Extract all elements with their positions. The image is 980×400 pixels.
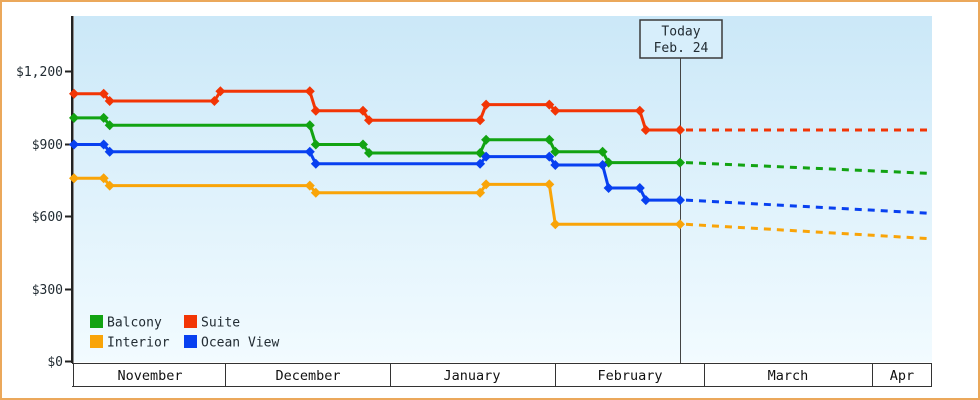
today-box-rect — [639, 19, 723, 59]
y-axis: $1,200 $900 $600 $300 $0 — [16, 16, 74, 370]
data-point-marker — [215, 86, 226, 97]
data-point-marker — [675, 157, 685, 168]
data-point-marker — [475, 158, 486, 169]
data-point-marker — [675, 125, 685, 135]
y-tick-label: $600 — [32, 210, 63, 225]
month-band — [72, 363, 932, 387]
data-point-marker — [364, 115, 374, 126]
data-point-marker — [544, 134, 555, 145]
today-label: Today — [661, 25, 700, 40]
legend-swatch-ocean-view — [184, 335, 197, 348]
data-point-marker — [69, 173, 79, 184]
data-point-marker — [304, 146, 315, 157]
data-point-marker — [481, 99, 492, 110]
data-point-marker — [364, 148, 374, 158]
month-label: December — [275, 368, 340, 384]
legend-label-interior: Interior — [107, 336, 170, 351]
data-point-marker — [69, 112, 79, 123]
data-point-marker — [481, 179, 492, 190]
data-point-marker — [98, 112, 109, 123]
month-label: Apr — [890, 368, 914, 384]
price-line — [74, 89, 680, 132]
data-point-marker — [304, 180, 315, 191]
today-date-label: Feb. 24 — [654, 41, 709, 56]
forecast-line — [685, 198, 933, 215]
forecast-line — [685, 161, 933, 175]
today-box: Today Feb. 24 — [639, 19, 723, 59]
data-point-marker — [98, 139, 109, 150]
data-point-marker — [550, 219, 561, 230]
data-point-marker — [634, 105, 645, 116]
data-point-marker — [544, 151, 555, 162]
forecast-line — [685, 222, 933, 241]
data-point-marker — [358, 139, 368, 150]
data-point-marker — [104, 120, 115, 131]
data-point-marker — [104, 180, 115, 191]
data-point-marker — [310, 105, 321, 116]
month-label: March — [768, 368, 809, 384]
legend: Balcony Suite Interior Ocean View — [90, 315, 279, 351]
legend-swatch-balcony — [90, 315, 103, 328]
data-point-marker — [544, 179, 555, 190]
legend-swatch-suite — [184, 315, 197, 328]
data-point-marker — [475, 115, 486, 126]
price-line — [74, 116, 680, 165]
data-point-marker — [481, 151, 492, 162]
data-point-marker — [69, 139, 79, 150]
data-point-marker — [310, 158, 321, 169]
data-point-marker — [603, 183, 614, 193]
data-point-marker — [304, 86, 315, 97]
series-ocean-view — [69, 139, 933, 215]
data-point-marker — [675, 219, 685, 230]
data-point-marker — [209, 96, 220, 106]
data-point-marker — [634, 183, 645, 193]
data-point-marker — [98, 173, 109, 184]
data-point-marker — [640, 125, 651, 135]
data-point-marker — [310, 187, 321, 198]
legend-swatch-interior — [90, 335, 103, 348]
month-label: January — [444, 368, 501, 384]
data-point-marker — [544, 99, 555, 110]
series-layer — [69, 86, 933, 241]
data-point-marker — [358, 105, 368, 116]
data-point-marker — [304, 120, 315, 131]
price-line — [74, 176, 680, 226]
data-point-marker — [475, 187, 486, 198]
data-point-marker — [550, 160, 561, 170]
price-line — [74, 143, 680, 202]
data-point-marker — [481, 134, 492, 145]
data-point-marker — [98, 88, 109, 99]
month-labels: November December January February March… — [117, 368, 914, 384]
legend-label-suite: Suite — [201, 316, 240, 331]
data-point-marker — [550, 105, 561, 116]
legend-label-ocean-view: Ocean View — [201, 336, 279, 351]
series-suite — [69, 86, 932, 135]
y-tick-label: $900 — [32, 138, 63, 153]
legend-label-balcony: Balcony — [107, 316, 162, 331]
data-point-marker — [104, 96, 115, 106]
data-point-marker — [104, 146, 115, 157]
data-point-marker — [640, 195, 651, 206]
month-label: February — [597, 368, 662, 384]
plot-background — [74, 16, 932, 362]
data-point-marker — [675, 195, 685, 206]
data-point-marker — [310, 139, 321, 150]
month-label: November — [117, 368, 182, 384]
y-tick-label: $300 — [32, 283, 63, 298]
y-tick-label: $0 — [47, 355, 63, 370]
data-point-marker — [597, 146, 608, 157]
series-interior — [69, 173, 933, 241]
data-point-marker — [69, 88, 79, 99]
data-point-marker — [597, 160, 608, 170]
data-point-marker — [550, 146, 561, 157]
y-tick-label: $1,200 — [16, 65, 63, 80]
